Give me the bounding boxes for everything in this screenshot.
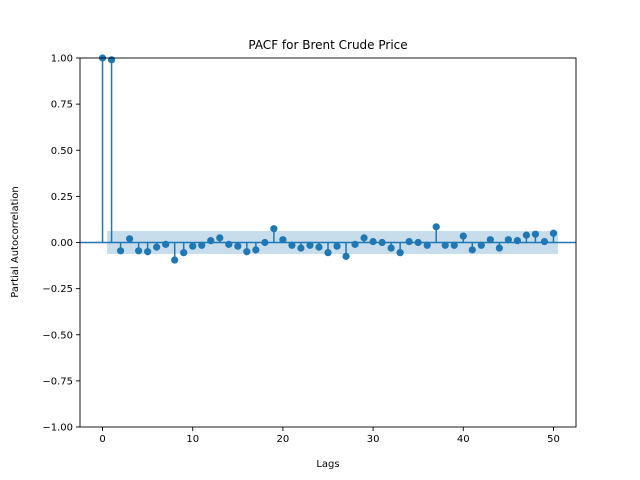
y-tick-label: 0.50	[51, 146, 73, 157]
chart-title: PACF for Brent Crude Price	[248, 38, 407, 52]
y-tick-label: −0.50	[42, 330, 73, 341]
pacf-point-lag-18	[261, 238, 269, 247]
pacf-point-lag-9	[180, 249, 188, 257]
y-axis-label: Partial Autocorrelation	[10, 186, 21, 297]
y-tick-label: 0.00	[51, 238, 73, 249]
pacf-point-lag-49	[540, 237, 549, 246]
x-axis-label: Lags	[316, 459, 339, 470]
pacf-point-lag-39	[450, 241, 458, 249]
y-tick-label: −1.00	[42, 423, 73, 434]
pacf-point-lag-44	[495, 244, 503, 252]
pacf-point-lag-8	[171, 256, 179, 264]
pacf-point-lag-6	[153, 243, 161, 251]
pacf-point-lag-43	[486, 236, 494, 244]
pacf-point-lag-20	[279, 236, 287, 244]
y-tick-label: −0.25	[42, 284, 73, 295]
pacf-point-lag-1	[107, 56, 116, 64]
pacf-point-lag-29	[360, 234, 368, 242]
pacf-point-lag-24	[315, 243, 323, 251]
y-tick-label: 0.25	[51, 192, 73, 203]
pacf-point-lag-13	[216, 234, 224, 242]
x-tick-label: 10	[186, 434, 199, 445]
pacf-point-lag-30	[369, 237, 377, 246]
x-tick-label: 0	[99, 434, 105, 445]
pacf-point-lag-3	[126, 235, 134, 243]
pacf-point-lag-33	[396, 249, 404, 257]
pacf-point-lag-23	[306, 241, 314, 249]
x-tick-label: 20	[277, 434, 290, 445]
pacf-point-lag-50	[549, 229, 558, 237]
pacf-point-lag-48	[531, 230, 540, 238]
pacf-point-lag-11	[198, 241, 206, 249]
pacf-point-lag-28	[351, 240, 359, 248]
pacf-point-lag-36	[423, 241, 431, 249]
pacf-point-lag-27	[342, 252, 350, 260]
pacf-point-lag-45	[504, 236, 512, 244]
x-ticks: 0 10 20 30 40 50	[99, 427, 560, 445]
pacf-point-lag-10	[189, 242, 197, 250]
y-tick-label: 0.75	[51, 100, 73, 111]
x-tick-label: 50	[547, 434, 560, 445]
pacf-point-lag-7	[162, 240, 170, 248]
pacf-point-lag-5	[144, 248, 152, 256]
pacf-point-lag-16	[243, 248, 251, 256]
y-ticks: −1.00 −0.75 −0.50 −0.25 0.00 0.25 0.50 0.75 1.00	[42, 54, 80, 434]
pacf-point-lag-26	[333, 242, 341, 250]
pacf-point-lag-32	[387, 244, 395, 252]
pacf-point-lag-31	[378, 238, 386, 247]
pacf-point-lag-38	[441, 241, 449, 249]
x-tick-label: 40	[457, 434, 470, 445]
pacf-point-lag-4	[135, 247, 143, 255]
pacf-point-lag-22	[297, 244, 305, 252]
pacf-point-lag-35	[414, 238, 422, 247]
pacf-point-lag-15	[234, 242, 242, 250]
pacf-point-lag-40	[459, 232, 467, 240]
x-tick-label: 30	[367, 434, 380, 445]
pacf-point-lag-19	[270, 225, 278, 233]
pacf-point-lag-46	[513, 237, 521, 245]
pacf-point-lag-37	[432, 223, 440, 231]
pacf-point-lag-12	[207, 237, 215, 245]
pacf-point-lag-34	[405, 237, 413, 246]
pacf-point-lag-17	[252, 246, 260, 254]
point-layer	[98, 54, 558, 264]
pacf-point-lag-47	[522, 231, 531, 239]
pacf-point-lag-41	[468, 246, 476, 254]
pacf-point-lag-2	[116, 247, 125, 255]
pacf-point-lag-14	[225, 240, 233, 248]
y-tick-label: 1.00	[51, 54, 73, 65]
pacf-point-lag-25	[324, 249, 332, 257]
pacf-point-lag-21	[288, 241, 296, 249]
y-tick-label: −0.75	[42, 376, 73, 387]
pacf-point-lag-42	[477, 241, 485, 249]
